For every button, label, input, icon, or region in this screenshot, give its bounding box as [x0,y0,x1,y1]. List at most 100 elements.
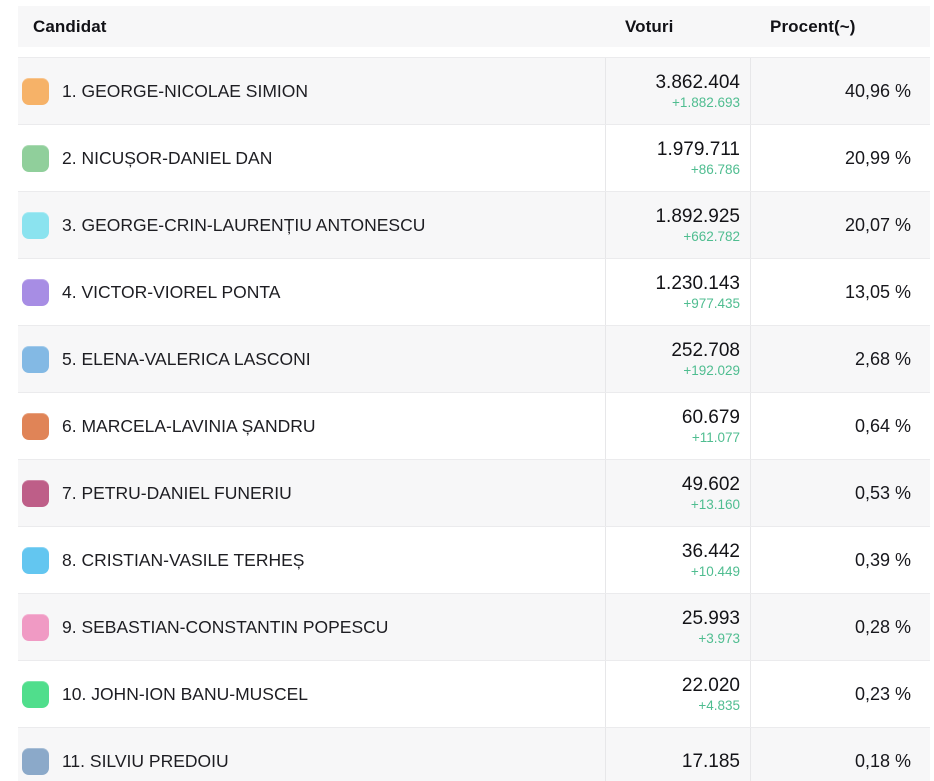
candidate-color-swatch [22,479,49,507]
votes-value: 1.230.143 [655,273,740,294]
votes-cell: 17.185 [605,728,750,781]
percent-value: 2,68 % [854,348,911,369]
candidate-label: 5. ELENA-VALERICA LASCONI [62,348,311,369]
candidate-cell: 11. SILVIU PREDOIU [18,728,605,781]
candidate-color-swatch [22,680,49,708]
votes-value: 49.602 [681,474,740,495]
table-row: 3. GEORGE-CRIN-LAURENȚIU ANTONESCU 1.892… [18,191,930,258]
votes-cell: 49.602 +13.160 [605,460,750,526]
votes-delta: +13.160 [690,497,740,512]
header-cell-percent: Procent(~) [770,16,856,36]
votes-cell: 25.993 +3.973 [605,594,750,660]
votes-value: 22.020 [681,675,740,696]
percent-cell: 2,68 % [750,326,930,392]
candidate-label: 1. GEORGE-NICOLAE SIMION [62,80,309,101]
votes-value: 252.708 [671,340,740,361]
candidate-color-swatch [22,211,49,239]
percent-cell: 20,99 % [750,125,930,191]
candidate-label: 9. SEBASTIAN-CONSTANTIN POPESCU [62,616,389,637]
candidate-label: 10. JOHN-ION BANU-MUSCEL [62,683,309,704]
votes-cell: 36.442 +10.449 [605,527,750,593]
votes-delta: +192.029 [683,363,740,378]
percent-cell: 0,18 % [750,728,930,781]
candidate-color-swatch [22,747,49,775]
table-row: 4. VICTOR-VIOREL PONTA 1.230.143 +977.43… [18,258,930,325]
candidate-color-swatch [22,613,49,641]
candidate-label: 4. VICTOR-VIOREL PONTA [62,281,281,302]
votes-value: 3.862.404 [655,72,740,93]
table-row: 2. NICUȘOR-DANIEL DAN 1.979.711 +86.786 … [18,124,930,191]
percent-cell: 0,39 % [750,527,930,593]
percent-value: 20,07 % [844,214,911,235]
percent-cell: 0,53 % [750,460,930,526]
header-cell-votes: Voturi [625,16,674,36]
candidate-color-swatch [22,77,49,105]
votes-value: 1.892.925 [655,206,740,227]
percent-cell: 0,23 % [750,661,930,727]
votes-value: 17.185 [681,750,740,772]
candidate-color-swatch [22,412,49,440]
candidate-cell: 8. CRISTIAN-VASILE TERHEȘ [18,527,605,593]
table-row: 6. MARCELA-LAVINIA ȘANDRU 60.679 +11.077… [18,392,930,459]
votes-cell: 60.679 +11.077 [605,393,750,459]
candidate-cell: 6. MARCELA-LAVINIA ȘANDRU [18,393,605,459]
percent-value: 0,53 % [854,482,911,503]
votes-value: 60.679 [681,407,740,428]
candidate-cell: 4. VICTOR-VIOREL PONTA [18,259,605,325]
table-row: 7. PETRU-DANIEL FUNERIU 49.602 +13.160 0… [18,459,930,526]
percent-cell: 20,07 % [750,192,930,258]
candidate-color-swatch [22,546,49,574]
candidate-label: 8. CRISTIAN-VASILE TERHEȘ [62,549,305,570]
results-table: Candidat Voturi Procent(~) 1. GEORGE-NIC… [18,6,930,781]
table-row: 1. GEORGE-NICOLAE SIMION 3.862.404 +1.88… [18,57,930,124]
percent-value: 0,39 % [854,549,911,570]
votes-delta: +977.435 [683,296,740,311]
table-body: 1. GEORGE-NICOLAE SIMION 3.862.404 +1.88… [18,57,930,781]
percent-value: 0,64 % [854,415,911,436]
table-row: 8. CRISTIAN-VASILE TERHEȘ 36.442 +10.449… [18,526,930,593]
votes-delta: +662.782 [683,229,740,244]
votes-cell: 1.979.711 +86.786 [605,125,750,191]
candidate-cell: 5. ELENA-VALERICA LASCONI [18,326,605,392]
candidate-cell: 9. SEBASTIAN-CONSTANTIN POPESCU [18,594,605,660]
percent-cell: 0,64 % [750,393,930,459]
candidate-label: 11. SILVIU PREDOIU [62,750,229,771]
votes-delta: +86.786 [690,162,740,177]
candidate-label: 6. MARCELA-LAVINIA ȘANDRU [62,415,316,436]
votes-cell: 1.892.925 +662.782 [605,192,750,258]
percent-value: 0,28 % [854,616,911,637]
candidate-label: 3. GEORGE-CRIN-LAURENȚIU ANTONESCU [62,214,426,235]
table-row: 9. SEBASTIAN-CONSTANTIN POPESCU 25.993 +… [18,593,930,660]
percent-cell: 40,96 % [750,58,930,124]
votes-delta: +3.973 [698,631,740,646]
candidate-cell: 10. JOHN-ION BANU-MUSCEL [18,661,605,727]
candidate-label: 2. NICUȘOR-DANIEL DAN [62,147,273,168]
votes-value: 1.979.711 [656,139,740,160]
votes-delta: +10.449 [690,564,740,579]
candidate-color-swatch [22,144,49,172]
percent-cell: 0,28 % [750,594,930,660]
votes-value: 25.993 [681,608,740,629]
table-row: 5. ELENA-VALERICA LASCONI 252.708 +192.0… [18,325,930,392]
percent-value: 0,18 % [854,750,911,771]
votes-value: 36.442 [681,541,740,562]
votes-delta: +11.077 [691,430,740,445]
votes-delta: +4.835 [698,698,740,713]
candidate-cell: 2. NICUȘOR-DANIEL DAN [18,125,605,191]
table-header: Candidat Voturi Procent(~) [18,6,930,47]
candidate-cell: 3. GEORGE-CRIN-LAURENȚIU ANTONESCU [18,192,605,258]
percent-value: 20,99 % [844,147,911,168]
candidate-cell: 7. PETRU-DANIEL FUNERIU [18,460,605,526]
votes-cell: 1.230.143 +977.435 [605,259,750,325]
percent-value: 0,23 % [854,683,911,704]
percent-cell: 13,05 % [750,259,930,325]
votes-delta: +1.882.693 [672,95,740,110]
table-row: 11. SILVIU PREDOIU 17.185 0,18 % [18,727,930,781]
votes-cell: 3.862.404 +1.882.693 [605,58,750,124]
percent-value: 40,96 % [844,80,911,101]
percent-value: 13,05 % [844,281,911,302]
header-cell-candidate: Candidat [33,16,107,36]
candidate-color-swatch [22,278,49,306]
votes-cell: 252.708 +192.029 [605,326,750,392]
candidate-cell: 1. GEORGE-NICOLAE SIMION [18,58,605,124]
